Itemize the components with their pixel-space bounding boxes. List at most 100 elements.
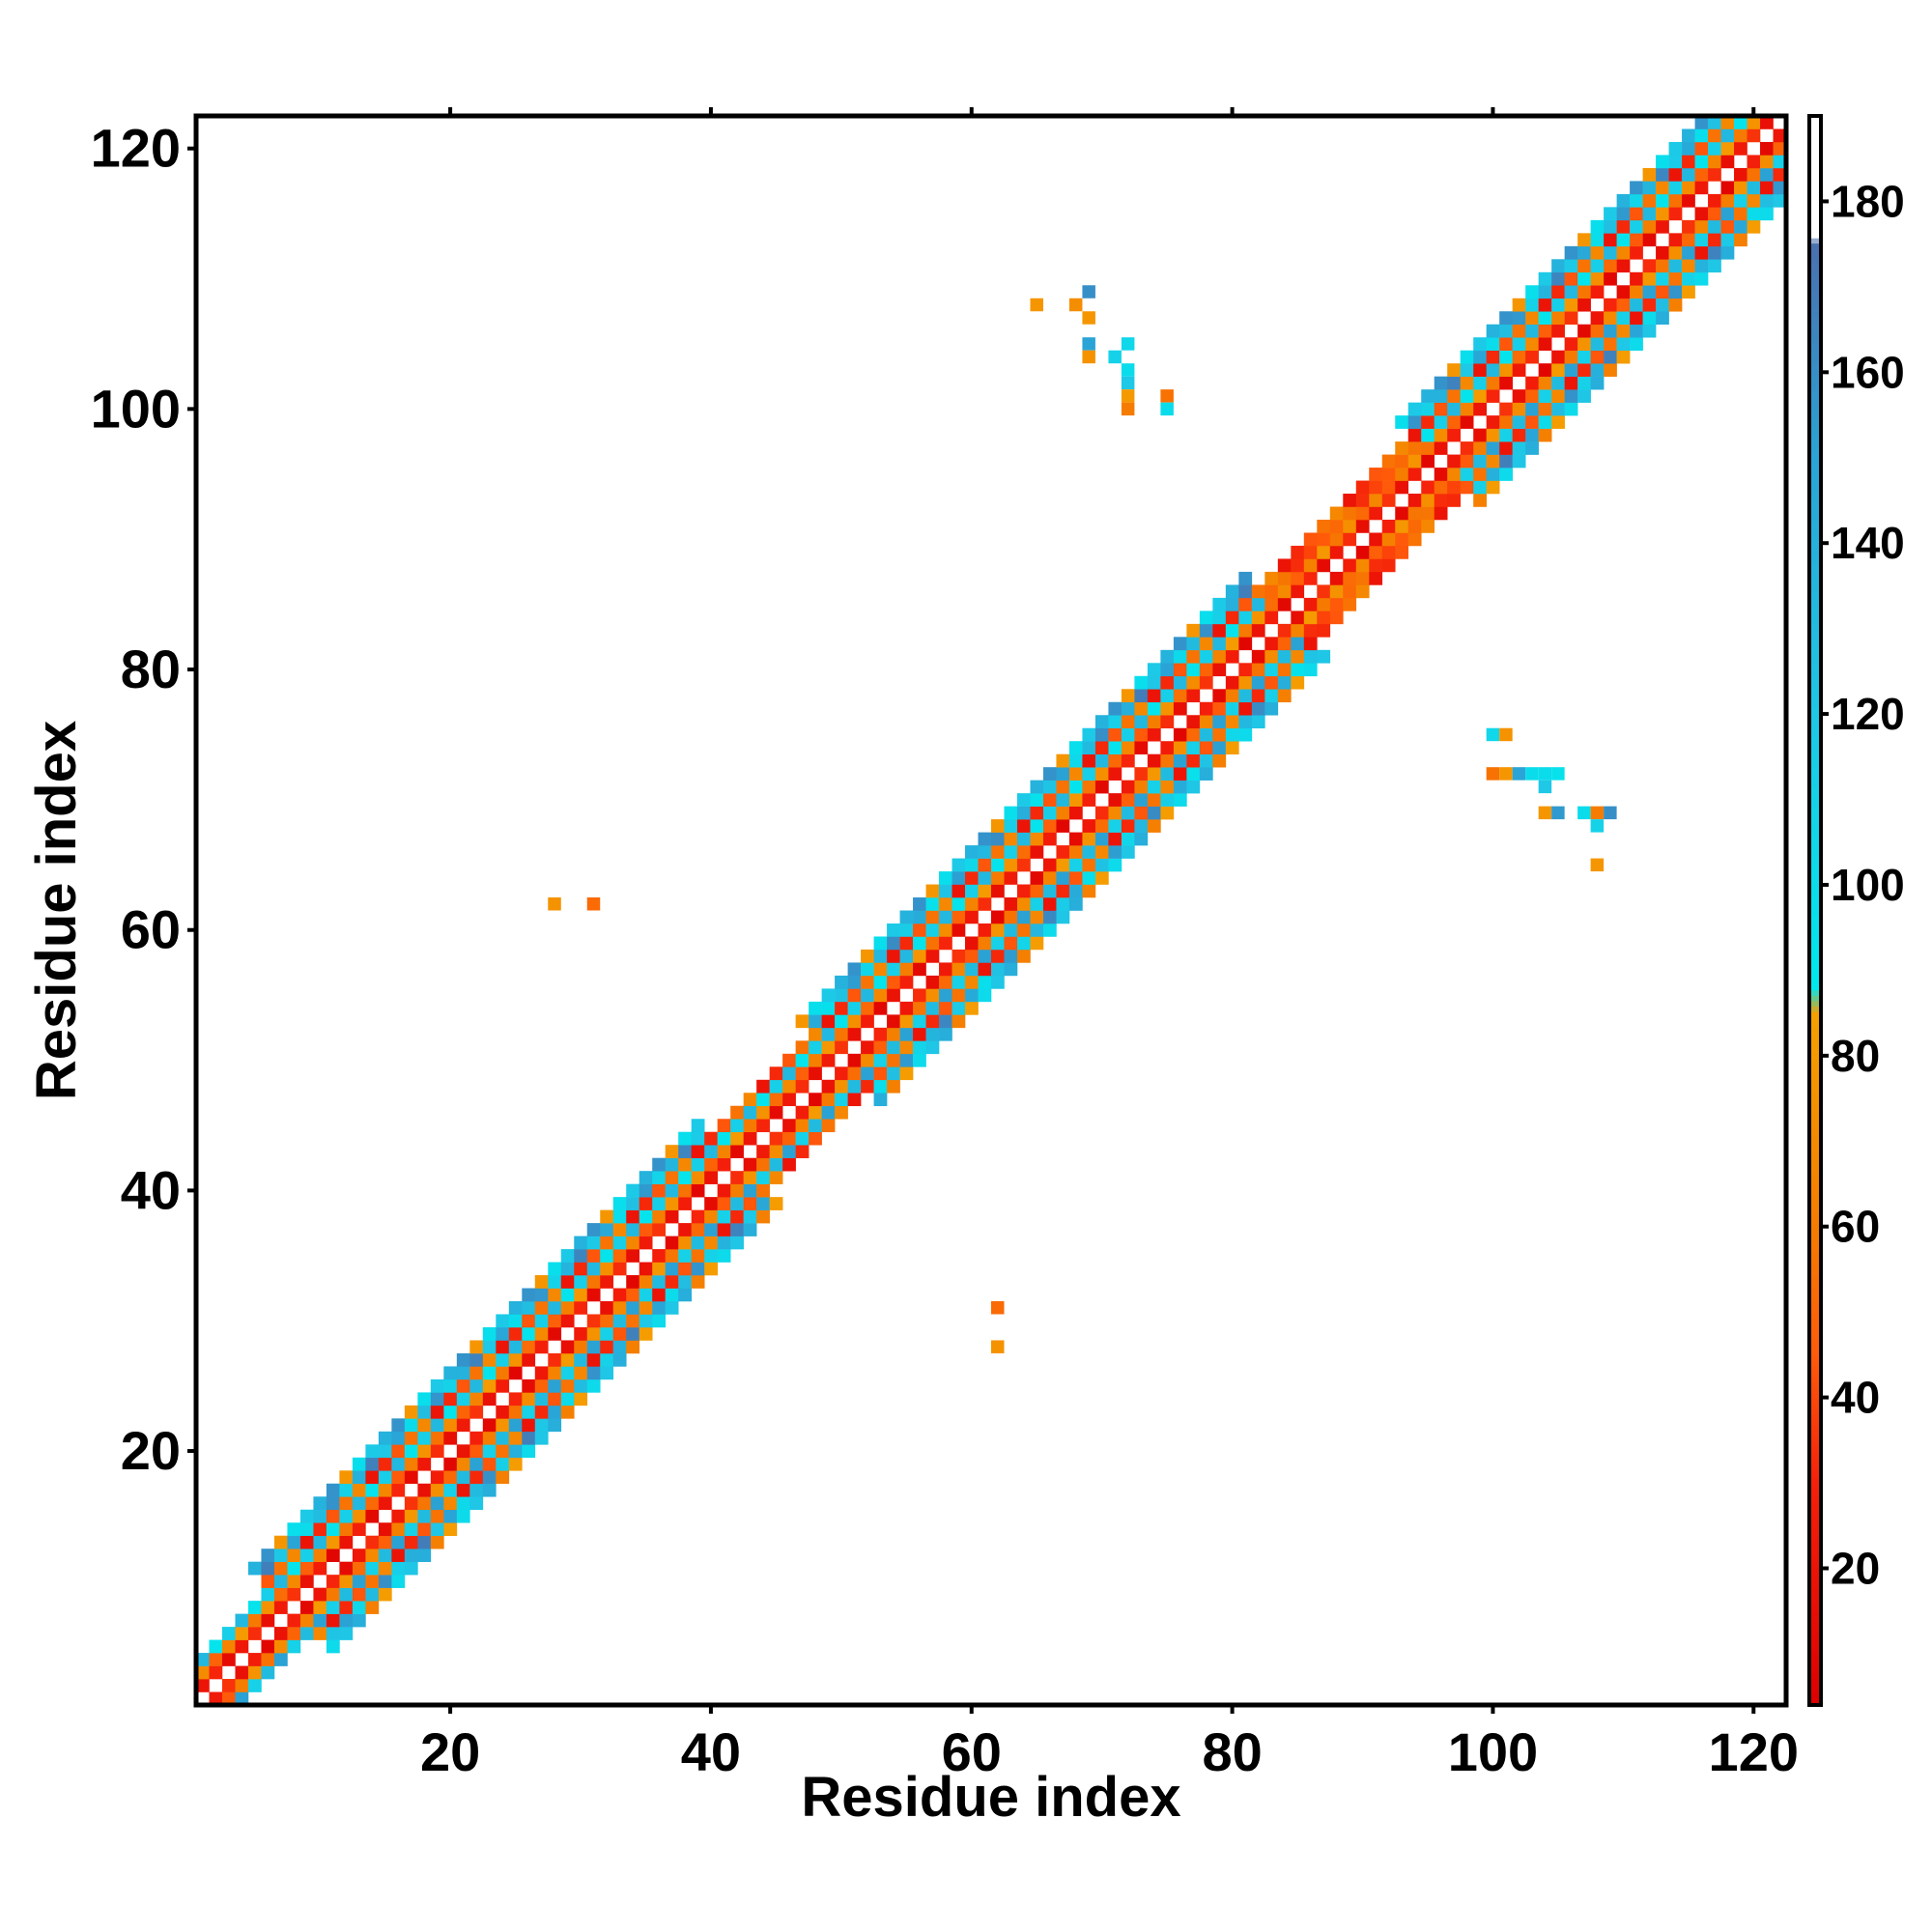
- heatmap-cell: [430, 1483, 444, 1497]
- heatmap-cell: [978, 962, 992, 977]
- heatmap-cell: [612, 1301, 627, 1315]
- heatmap-cell: [221, 1653, 236, 1666]
- heatmap-cell: [430, 1418, 444, 1433]
- colorbar-segment: [1809, 1360, 1821, 1367]
- heatmap-cell: [861, 1079, 874, 1094]
- heatmap-cell: [887, 1053, 900, 1067]
- heatmap-cell: [939, 897, 952, 911]
- heatmap-cell: [1499, 311, 1513, 326]
- heatmap-cell: [835, 1079, 848, 1094]
- colorbar-segment: [1809, 1027, 1821, 1034]
- colorbar-tick-label: 20: [1831, 1543, 1880, 1593]
- heatmap-cell: [1147, 701, 1161, 716]
- heatmap-cell: [1551, 311, 1565, 326]
- heatmap-cell: [1225, 584, 1239, 599]
- colorbar-segment: [1809, 1424, 1821, 1431]
- heatmap-cell: [887, 1027, 900, 1041]
- heatmap-cell: [704, 1197, 718, 1210]
- heatmap-cell: [574, 1236, 588, 1250]
- heatmap-cell: [887, 975, 900, 989]
- heatmap-cell: [1486, 767, 1500, 781]
- heatmap-cell: [1277, 558, 1292, 573]
- heatmap-cell: [821, 988, 836, 1003]
- heatmap-cell: [443, 1496, 458, 1511]
- heatmap-cell: [704, 1131, 718, 1146]
- heatmap-cell: [1590, 363, 1605, 377]
- heatmap-cell: [365, 1483, 380, 1497]
- colorbar-segment: [1809, 1397, 1821, 1405]
- heatmap-cell: [456, 1405, 470, 1419]
- colorbar-segment: [1809, 1524, 1821, 1531]
- heatmap-cell: [1747, 128, 1761, 143]
- heatmap-cell: [991, 1340, 1005, 1353]
- heatmap-cell: [847, 1093, 862, 1107]
- heatmap-cell: [1186, 715, 1201, 729]
- colorbar-segment: [1809, 185, 1821, 191]
- heatmap-cell: [1251, 584, 1265, 599]
- heatmap-cell: [1564, 350, 1578, 364]
- colorbar-segment: [1809, 195, 1821, 202]
- colorbar-segment: [1809, 354, 1821, 360]
- heatmap-cell: [299, 1575, 314, 1588]
- heatmap-cell: [1030, 897, 1044, 911]
- heatmap-cell: [508, 1457, 523, 1471]
- heatmap-cell: [913, 910, 926, 924]
- heatmap-cell: [1238, 637, 1253, 651]
- colorbar-segment: [1809, 502, 1821, 509]
- heatmap-cell: [339, 1627, 354, 1640]
- heatmap-cell: [326, 1522, 340, 1537]
- colorbar-segment: [1809, 317, 1821, 324]
- heatmap-cell: [952, 1014, 966, 1029]
- heatmap-cell: [574, 1340, 588, 1354]
- colorbar-segment: [1809, 391, 1821, 398]
- heatmap-cell: [326, 1627, 340, 1640]
- heatmap-cell: [1343, 494, 1357, 507]
- heatmap-cell: [678, 1223, 692, 1236]
- colorbar-segment: [1809, 460, 1821, 467]
- heatmap-cell: [1303, 571, 1318, 585]
- heatmap-cell: [1708, 167, 1721, 182]
- heatmap-cell: [1317, 649, 1331, 664]
- heatmap-cell: [1434, 441, 1448, 455]
- heatmap-cell: [1068, 858, 1083, 872]
- heatmap-cell: [560, 1366, 575, 1380]
- heatmap-cell: [847, 1066, 862, 1081]
- heatmap-cell: [287, 1639, 301, 1654]
- heatmap-cell: [1421, 428, 1435, 442]
- colorbar-segment: [1809, 454, 1821, 462]
- heatmap-cell: [247, 1613, 262, 1628]
- heatmap-cell: [1682, 285, 1695, 299]
- heatmap-cell: [1056, 806, 1070, 820]
- heatmap-cell: [1251, 715, 1265, 729]
- heatmap-cell: [795, 1119, 810, 1133]
- colorbar-segment: [1809, 327, 1821, 334]
- heatmap-cell: [1551, 402, 1565, 416]
- heatmap-cell: [1030, 845, 1044, 859]
- heatmap-cell: [273, 1575, 288, 1588]
- heatmap-cell: [704, 1157, 718, 1172]
- heatmap-cell: [1068, 806, 1083, 820]
- heatmap-cell: [560, 1378, 575, 1393]
- heatmap-cell: [939, 1014, 952, 1029]
- heatmap-cell: [1447, 376, 1461, 390]
- heatmap-cell: [313, 1587, 327, 1602]
- heatmap-cell: [1538, 285, 1552, 299]
- heatmap-cell: [1604, 233, 1617, 247]
- heatmap-cell: [1473, 402, 1487, 416]
- colorbar-segment: [1809, 1366, 1821, 1373]
- heatmap-cell: [1460, 350, 1474, 364]
- heatmap-cell: [887, 988, 900, 1003]
- heatmap-cell: [899, 1014, 914, 1029]
- heatmap-cell: [873, 1040, 888, 1055]
- heatmap-cell: [1264, 689, 1279, 703]
- heatmap-cell: [691, 1183, 705, 1198]
- colorbar-segment: [1809, 1418, 1821, 1425]
- heatmap-cell: [482, 1457, 497, 1471]
- x-tick-label: 60: [942, 1721, 1002, 1782]
- heatmap-cell: [313, 1613, 327, 1628]
- colorbar-segment: [1809, 1117, 1821, 1123]
- colorbar-segment: [1809, 1074, 1821, 1081]
- heatmap-cell: [1238, 597, 1253, 611]
- heatmap-cell: [1434, 376, 1448, 390]
- colorbar-segment: [1809, 1339, 1821, 1346]
